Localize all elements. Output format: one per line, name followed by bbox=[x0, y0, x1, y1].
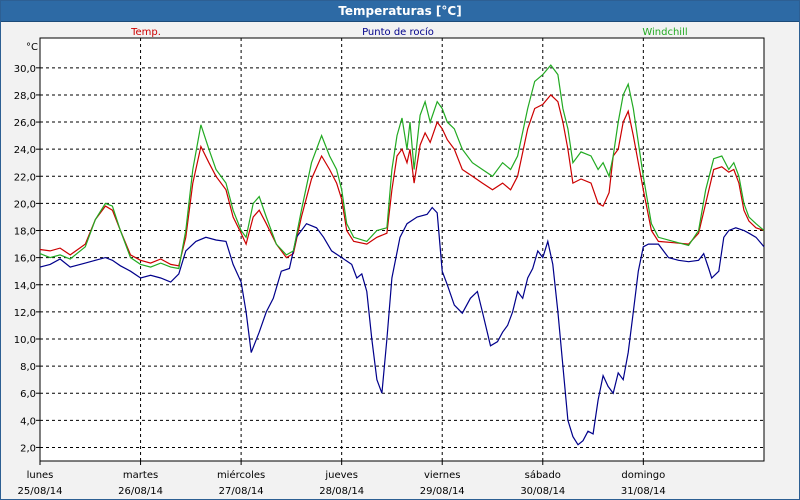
y-tick-label: 18,0 bbox=[14, 227, 36, 238]
x-day-name-label: sábado bbox=[525, 469, 561, 481]
y-tick-label: 10,0 bbox=[14, 335, 36, 346]
x-date-label: 25/08/14 bbox=[18, 486, 63, 497]
y-tick-label: 12,0 bbox=[14, 308, 36, 319]
legend-entry: Windchill bbox=[642, 27, 687, 38]
x-day-name-label: lunes bbox=[27, 470, 54, 481]
x-date-label: 28/08/14 bbox=[319, 486, 364, 497]
plot-area bbox=[39, 37, 765, 462]
y-tick-label: 30,0 bbox=[14, 64, 36, 75]
y-tick-label: 20,0 bbox=[14, 199, 36, 210]
x-axis: lunes 25/08/14 martes 26/08/14 miércoles 27/0… bbox=[18, 461, 666, 497]
series-line-1 bbox=[39, 206, 765, 446]
series-line-0 bbox=[39, 94, 765, 267]
x-date-label: 31/08/14 bbox=[621, 486, 666, 497]
y-axis: 2,0 4,0 6,0 8,0 10,0 12,0 14,0 16,0 18,0 20,0 22,0… bbox=[14, 64, 40, 454]
y-tick-label: 14,0 bbox=[14, 281, 36, 292]
x-day-name-label: martes bbox=[123, 470, 158, 481]
x-day-name-label: miércoles bbox=[217, 469, 265, 481]
x-date-label: 27/08/14 bbox=[219, 486, 264, 497]
y-tick-label: 28,0 bbox=[14, 91, 36, 102]
series-lines bbox=[39, 64, 765, 446]
grid-lines bbox=[40, 38, 764, 461]
legend-entry: Punto de rocío bbox=[362, 26, 434, 38]
x-date-label: 26/08/14 bbox=[118, 486, 163, 497]
y-tick-label: 6,0 bbox=[20, 389, 36, 400]
x-day-name-label: viernes bbox=[424, 470, 460, 481]
x-day-name-label: domingo bbox=[621, 470, 665, 481]
y-tick-label: 2,0 bbox=[20, 443, 36, 454]
y-tick-label: 4,0 bbox=[20, 416, 36, 427]
chart-title: Temperaturas [°C] bbox=[1, 1, 799, 22]
x-day-name-label: jueves bbox=[324, 470, 358, 481]
legend-entry: Temp. bbox=[130, 27, 161, 38]
y-tick-label: 22,0 bbox=[14, 172, 36, 183]
y-axis-unit-label: °C bbox=[26, 42, 38, 53]
y-tick-label: 8,0 bbox=[20, 362, 36, 373]
y-tick-label: 26,0 bbox=[14, 118, 36, 129]
legend: Temp. Punto de rocío Windchill bbox=[130, 26, 688, 38]
y-tick-label: 16,0 bbox=[14, 254, 36, 265]
x-date-label: 30/08/14 bbox=[520, 486, 565, 497]
series-line-2 bbox=[39, 64, 765, 270]
y-tick-label: 24,0 bbox=[14, 145, 36, 156]
x-date-label: 29/08/14 bbox=[420, 486, 465, 497]
